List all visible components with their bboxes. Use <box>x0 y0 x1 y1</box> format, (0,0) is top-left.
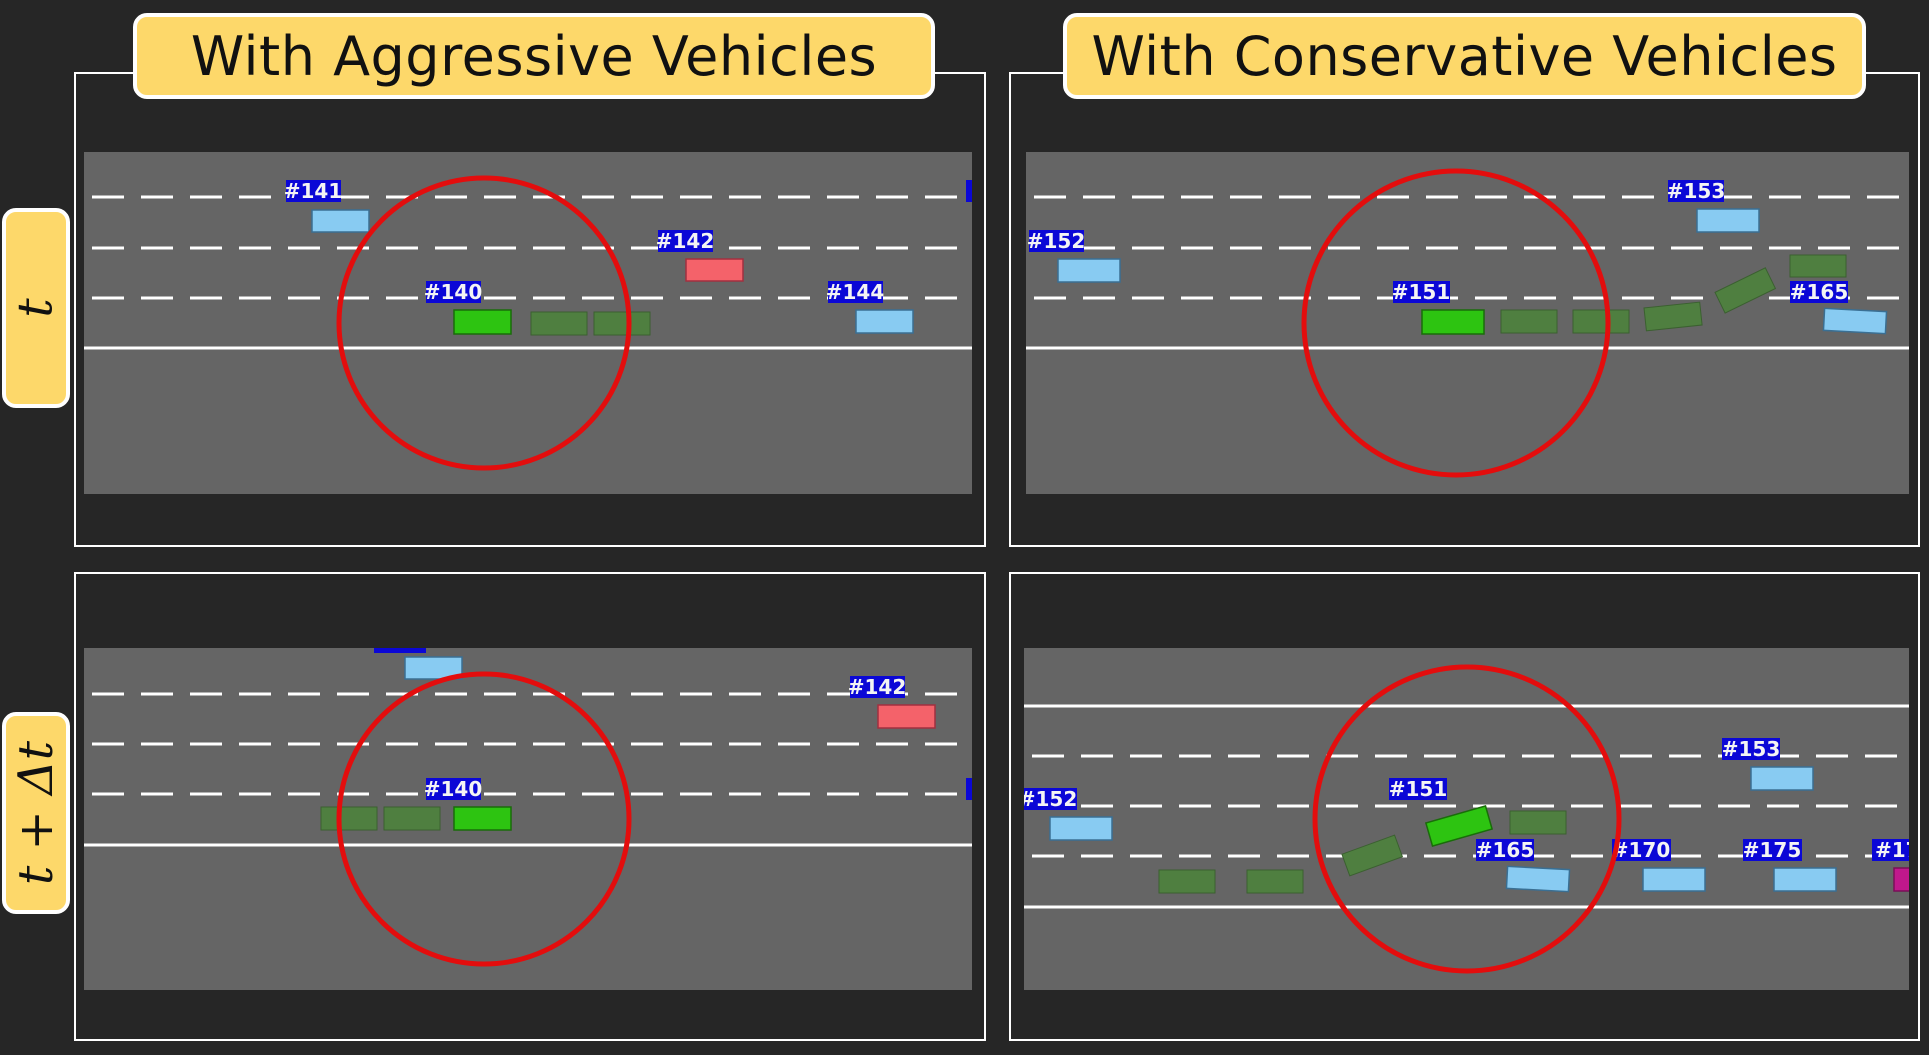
vehicle-label-bg <box>286 180 341 202</box>
vehicle-label-142: #142 <box>656 229 715 253</box>
vehicle-label-152: #152 <box>1024 787 1077 811</box>
vehicle-label-bg <box>1668 180 1724 202</box>
road-aggressive-t-dt: #142 #140 <box>84 648 972 990</box>
ghost-trajectory-box <box>383 806 441 831</box>
ghost-trajectory-box <box>593 311 651 336</box>
highlight-circle <box>1312 664 1622 974</box>
vehicle-label-bg <box>1743 839 1802 861</box>
vehicle-140-ego <box>453 309 512 335</box>
vehicle-label-bg <box>1393 281 1450 303</box>
vehicle-17-cropped <box>1893 867 1909 892</box>
highlight-circle <box>1301 168 1611 478</box>
row-title-t-dt: t + Δt <box>2 712 70 914</box>
ghost-trajectory-box <box>530 311 588 336</box>
vehicle-label-144: #144 <box>826 280 885 304</box>
vehicle-142 <box>877 704 936 729</box>
vehicle-label-152: #152 <box>1027 229 1086 253</box>
vehicle-175 <box>1773 867 1837 892</box>
vehicle-label-151: #151 <box>1389 777 1448 801</box>
vehicle-label-bg <box>1722 738 1780 760</box>
vehicle-label-bg <box>850 676 905 698</box>
vehicle-label-170: #170 <box>1612 838 1671 862</box>
vehicle-label-bg <box>1024 788 1077 810</box>
vehicle-label-bg <box>1612 839 1671 861</box>
vehicle-label-175: #175 <box>1743 838 1802 862</box>
vehicle-label-bg <box>1029 230 1084 252</box>
ghost-trajectory-box <box>1509 810 1567 835</box>
vehicle-label-bg <box>426 778 481 800</box>
row-title-t-dt-text: t + Δt <box>8 741 65 885</box>
ghost-trajectory-box <box>1500 309 1558 334</box>
vehicle-label-151: #151 <box>1392 280 1451 304</box>
ghost-trajectory-box <box>1246 869 1304 894</box>
vehicle-152 <box>1057 258 1121 283</box>
vehicle-label-bg-cropped <box>966 180 972 202</box>
vehicle-label-140: #140 <box>424 280 483 304</box>
vehicle-142 <box>685 258 744 282</box>
highlight-circle <box>336 175 632 471</box>
ghost-trajectory-box <box>1158 869 1216 894</box>
panel-aggressive-t: #141 #142 #140 #144 <box>74 72 986 547</box>
vehicle-140-ego <box>453 806 512 831</box>
vehicle-label-165: #165 <box>1790 280 1849 304</box>
vehicle-label-bg-cropped <box>374 648 426 653</box>
road-conservative-t: #152 #153 #151 #165 <box>1026 152 1909 494</box>
row-title-t: t <box>2 208 70 408</box>
vehicle-label-165: #165 <box>1476 838 1535 862</box>
vehicle-label-153: #153 <box>1667 179 1726 203</box>
vehicle-label-17: #17 <box>1875 838 1909 862</box>
road-aggressive-t: #141 #142 #140 #144 <box>84 152 972 494</box>
vehicle-141 <box>311 209 370 233</box>
column-title-conservative: With Conservative Vehicles <box>1063 13 1866 99</box>
ghost-trajectory-box <box>320 806 378 831</box>
row-title-t-text: t <box>7 298 64 318</box>
vehicle-label-bg <box>828 281 883 303</box>
vehicle-label-142: #142 <box>848 675 907 699</box>
column-title-aggressive: With Aggressive Vehicles <box>133 13 935 99</box>
vehicle-165 <box>1822 307 1888 335</box>
ghost-trajectory-box <box>1341 834 1404 877</box>
ghost-trajectory-box <box>1789 254 1847 278</box>
vehicle-label-bg <box>1389 778 1447 800</box>
vehicle-label-bg <box>1476 839 1534 861</box>
vehicle-label-153: #153 <box>1722 737 1781 761</box>
vehicle-label-bg <box>426 281 481 303</box>
vehicle-unlabeled <box>404 656 463 680</box>
panel-aggressive-t-dt: #142 #140 <box>74 572 986 1041</box>
vehicle-165 <box>1505 865 1571 893</box>
ghost-trajectory-box <box>1572 309 1630 334</box>
ghost-trajectory-box <box>1714 267 1777 314</box>
vehicle-153 <box>1696 208 1760 233</box>
vehicle-144 <box>855 309 914 334</box>
vehicle-label-bg <box>1872 839 1909 861</box>
panel-conservative-t-dt: #152 #153 #151 #165 #170 #175 #17 <box>1009 572 1920 1041</box>
vehicle-label-140: #140 <box>424 777 483 801</box>
vehicle-label-bg-cropped <box>966 778 972 800</box>
vehicle-label-bg <box>1790 281 1848 303</box>
vehicle-151-ego <box>1424 804 1494 848</box>
highlight-circle <box>336 671 632 967</box>
vehicle-170 <box>1642 867 1706 892</box>
vehicle-151-ego <box>1421 309 1485 335</box>
vehicle-label-141: #141 <box>284 179 343 203</box>
vehicle-153 <box>1750 766 1814 791</box>
vehicle-label-bg <box>658 230 713 252</box>
road-conservative-t-dt: #152 #153 #151 #165 #170 #175 #17 <box>1024 648 1909 990</box>
vehicle-152 <box>1049 816 1113 841</box>
panel-conservative-t: #152 #153 #151 #165 <box>1009 72 1920 547</box>
ghost-trajectory-box <box>1643 301 1703 332</box>
